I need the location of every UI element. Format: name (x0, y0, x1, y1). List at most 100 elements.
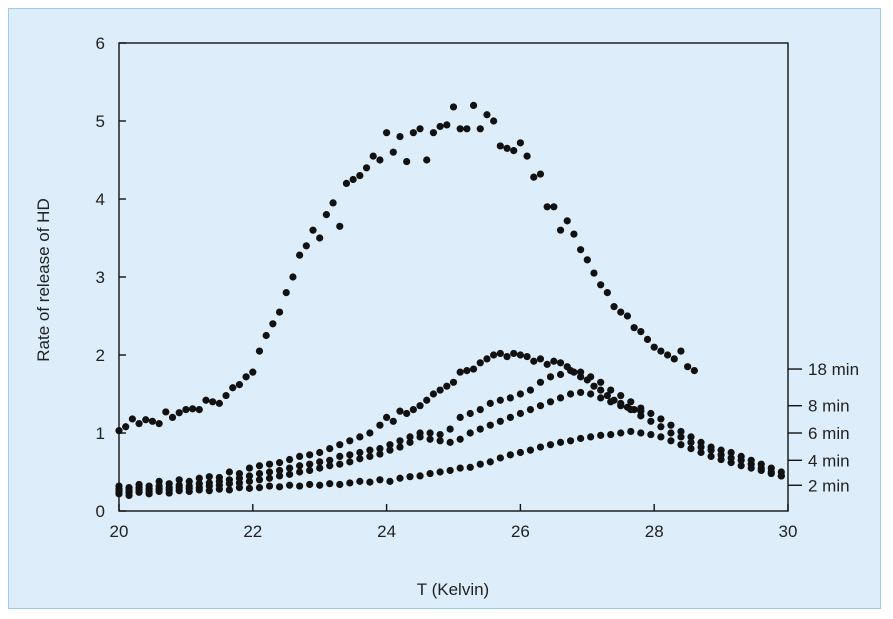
data-point (423, 396, 431, 404)
x-tick-label: 24 (377, 522, 396, 541)
data-point (265, 482, 274, 490)
data-point (697, 443, 705, 451)
data-point (383, 413, 391, 421)
data-point (456, 413, 464, 421)
data-point (630, 324, 638, 332)
data-point (506, 394, 514, 402)
data-point (490, 117, 498, 125)
data-point (285, 481, 294, 489)
data-point (356, 455, 364, 463)
data-point (456, 464, 464, 472)
axes-layer: 20 22 24 26 28 30 0 1 2 3 4 5 6 (96, 34, 798, 541)
data-point (577, 246, 585, 254)
data-point (316, 481, 324, 489)
data-point (684, 363, 692, 371)
data-point (416, 402, 424, 410)
data-point (386, 446, 394, 454)
data-point (610, 303, 618, 311)
data-point (135, 488, 143, 496)
data-point (637, 404, 645, 412)
data-point (165, 489, 173, 497)
labels-layer: 18 min 8 min 6 min 4 min 2 min (788, 360, 859, 495)
data-point (583, 256, 591, 264)
data-point (383, 129, 391, 137)
data-point (282, 289, 290, 297)
series-2-min (115, 427, 785, 499)
data-point (155, 487, 163, 496)
data-point (496, 396, 504, 404)
data-point (356, 433, 364, 441)
data-point (496, 142, 504, 150)
data-point (195, 406, 203, 414)
data-point (496, 349, 504, 358)
data-point (516, 448, 524, 457)
data-point (249, 368, 257, 376)
data-point (523, 152, 531, 160)
data-point (362, 164, 371, 172)
data-point (242, 373, 250, 381)
data-point (757, 466, 765, 475)
data-point (767, 469, 775, 478)
data-point (650, 343, 658, 351)
series-label: 6 min (808, 424, 850, 443)
data-point (546, 373, 555, 381)
data-point (225, 486, 233, 494)
data-point (443, 121, 451, 129)
data-point (486, 421, 494, 429)
data-point (296, 452, 304, 460)
data-point (503, 144, 511, 152)
data-point (536, 170, 545, 178)
data-point (336, 452, 344, 460)
data-point (617, 308, 625, 316)
data-point (446, 438, 454, 446)
data-point (737, 456, 745, 464)
data-point (707, 452, 715, 460)
data-point (269, 320, 277, 328)
data-point (202, 396, 210, 404)
data-point (306, 451, 314, 459)
data-point (326, 445, 334, 453)
data-point (607, 386, 615, 394)
data-point (556, 226, 565, 234)
data-point (667, 421, 675, 429)
data-point (336, 222, 344, 230)
data-point (376, 156, 384, 164)
data-point (456, 435, 464, 443)
data-point (175, 487, 183, 495)
data-point (483, 111, 491, 119)
data-point (667, 437, 675, 445)
data-point (476, 425, 484, 433)
data-point (275, 459, 284, 467)
data-point (637, 328, 645, 336)
data-point (657, 415, 665, 423)
data-point (275, 472, 284, 480)
data-point (717, 455, 725, 464)
data-point (496, 417, 504, 425)
data-point (469, 365, 478, 373)
data-point (346, 451, 354, 459)
data-point (687, 433, 695, 441)
data-point (302, 242, 310, 250)
data-point (510, 349, 518, 358)
data-point (376, 450, 384, 458)
data-point (577, 388, 585, 397)
chart-figure: 20 22 24 26 28 30 0 1 2 3 4 5 6 18 min 8 min 6 min 4 mi… (8, 8, 881, 609)
data-point (255, 476, 264, 484)
data-point (329, 199, 337, 207)
data-point (657, 433, 665, 441)
data-point (316, 448, 324, 457)
data-point (406, 433, 414, 441)
data-point (285, 455, 294, 464)
data-point (677, 441, 685, 449)
data-point (456, 368, 464, 376)
x-tick-label: 30 (779, 522, 798, 541)
data-point (597, 386, 605, 394)
data-point (707, 446, 715, 454)
data-point (647, 409, 655, 418)
data-point (607, 430, 615, 439)
data-point (135, 420, 143, 428)
data-point (510, 147, 518, 155)
data-point (275, 483, 284, 491)
data-point (506, 413, 514, 421)
data-point (486, 458, 494, 466)
